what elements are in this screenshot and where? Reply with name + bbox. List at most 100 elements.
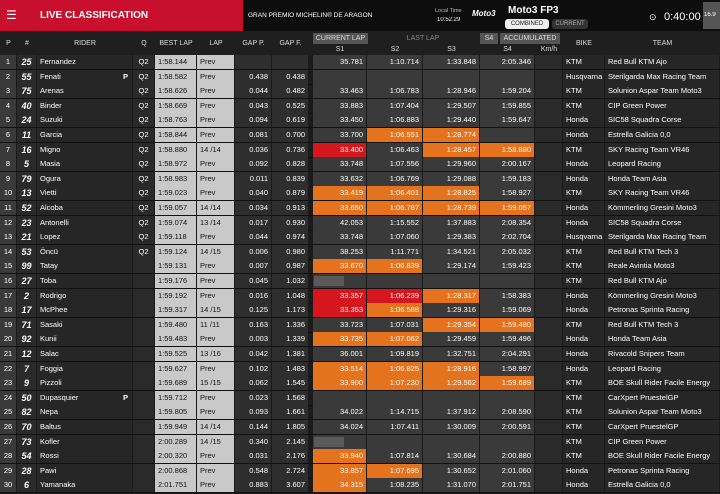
sector-cell: 33.353	[313, 303, 366, 318]
sector-cell	[367, 434, 422, 449]
sector-cell: 2:08.590	[480, 405, 534, 420]
column-header: P	[6, 40, 11, 47]
sector-cell: 1:34.521	[423, 244, 479, 259]
sector-cell: 1:37.883	[423, 215, 479, 230]
cell-gap_p: 0.007	[235, 259, 271, 274]
cell-q	[133, 376, 154, 391]
cell-kmh	[535, 157, 562, 172]
column-header: S1	[335, 46, 345, 53]
cell-gap_f: 1.032	[272, 274, 308, 288]
cell-q	[133, 478, 154, 493]
sector-cell	[480, 434, 534, 449]
cell-gap_p: 0.081	[235, 128, 271, 142]
cell-team: Reale Avintia Moto3	[605, 259, 719, 274]
sector-cell: 1:58.927	[480, 186, 534, 201]
cell-gap_p: 0.044	[235, 84, 271, 99]
rider-name: Nepa	[37, 405, 132, 420]
sector-cell: 2:00.167	[480, 157, 534, 172]
cell-best: 2:00.868	[155, 463, 196, 478]
cell-gap_f: 1.336	[272, 317, 308, 332]
cell-gap_p: 0.093	[235, 405, 271, 420]
sector-cell	[480, 390, 534, 405]
cell-gap_p: 0.438	[235, 69, 271, 84]
cell-lap: 13 /14	[197, 215, 234, 230]
rider-name: Vietti	[37, 186, 132, 201]
sector-cell: 1:29.354	[423, 317, 479, 332]
column-header: GAP F.	[279, 40, 302, 47]
sector-cell: 2:05.032	[480, 244, 534, 259]
tab[interactable]: COMBINED	[505, 19, 549, 29]
sector-cell: 1:06.551	[367, 128, 422, 142]
cell-bike: KTM	[563, 376, 604, 391]
rider-name: Sasaki	[37, 317, 132, 332]
cell-gap_f: 1.545	[272, 376, 308, 391]
cell-pos: 16	[0, 274, 16, 288]
cell-kmh	[535, 449, 562, 464]
cell-gap_p: 0.548	[235, 463, 271, 478]
sector-cell: 33.748	[313, 157, 366, 172]
cell-bike: Husqvarna	[563, 230, 604, 245]
cell-num: 12	[17, 347, 36, 361]
cell-pos: 2	[0, 69, 16, 84]
cell-gap_p: 0.011	[235, 171, 271, 186]
sector-cell: 33.900	[313, 376, 366, 391]
cell-q	[133, 332, 154, 347]
sector-cell: 1:29.088	[423, 171, 479, 186]
rider-name: Ogura	[37, 171, 132, 186]
sector-cell: 1:59.423	[480, 259, 534, 274]
cell-num: 9	[17, 376, 36, 391]
cell-kmh	[535, 98, 562, 113]
menu-icon[interactable]: ☰	[6, 8, 17, 22]
cell-team: CIP Green Power	[605, 98, 719, 113]
cell-q	[133, 434, 154, 449]
cell-gap_f	[272, 55, 308, 69]
column-header: BEST LAP	[159, 40, 193, 47]
sector-cell: 1:06.463	[367, 142, 422, 157]
cell-gap_f: 0.839	[272, 171, 308, 186]
cell-gap_p: 0.031	[235, 449, 271, 464]
sector-cell: 2:04.291	[480, 347, 534, 361]
cell-gap_p: 0.006	[235, 244, 271, 259]
cell-gap_p: 0.034	[235, 201, 271, 215]
cell-team: Sterilgarda Max Racing Team	[605, 230, 719, 245]
cell-kmh	[535, 186, 562, 201]
sector-cell: 1:29.383	[423, 230, 479, 245]
cell-num: 23	[17, 215, 36, 230]
sector-cell: 2:00.880	[480, 449, 534, 464]
cell-q: Q2	[133, 84, 154, 99]
cell-kmh	[535, 128, 562, 142]
cell-num: 28	[17, 463, 36, 478]
cell-best: 1:59.627	[155, 361, 196, 376]
sector-cell: 1:11.771	[367, 244, 422, 259]
cell-q	[133, 361, 154, 376]
session: Moto3 FP3	[508, 5, 559, 16]
cell-best: 1:59.057	[155, 201, 196, 215]
cell-team: Petronas Sprinta Racing	[605, 303, 719, 318]
sector-cell: 33.400	[313, 142, 366, 157]
cell-bike: KTM	[563, 142, 604, 157]
sector-cell: 33.940	[313, 449, 366, 464]
rider-name: Arenas	[37, 84, 132, 99]
row-divider	[0, 98, 720, 99]
cell-lap: 15 /15	[197, 376, 234, 391]
column-header: S3	[447, 46, 456, 53]
cell-gap_f: 0.974	[272, 230, 308, 245]
cell-kmh	[535, 434, 562, 449]
cell-bike: Honda	[563, 478, 604, 493]
column-header: BIKE	[576, 40, 592, 47]
row-divider	[0, 404, 720, 406]
cell-best: 1:58.972	[155, 157, 196, 172]
cell-gap_p: 0.094	[235, 113, 271, 128]
cell-num: 40	[17, 98, 36, 113]
cell-pos: 8	[0, 157, 16, 172]
sector-cell: 1:59.183	[480, 171, 534, 186]
cell-bike: KTM	[563, 244, 604, 259]
sector-cell: 1:06.769	[367, 171, 422, 186]
cell-lap: Prev	[197, 478, 234, 493]
row-divider	[0, 185, 720, 187]
tab[interactable]: CURRENT	[552, 19, 588, 29]
cell-lap: Prev	[197, 157, 234, 172]
cell-pos: 20	[0, 332, 16, 347]
rider-name: Binder	[37, 98, 132, 113]
sector-cell: 1:06.783	[367, 84, 422, 99]
